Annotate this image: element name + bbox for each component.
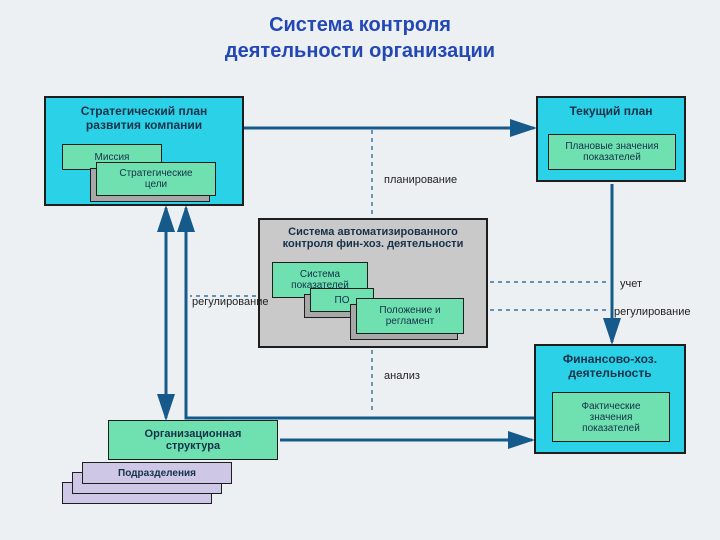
- edge-label-3: анализ: [384, 370, 420, 382]
- edge-label-0: планирование: [384, 174, 457, 186]
- org-box: Организационная структура: [108, 420, 278, 460]
- strategic-title: Стратегический план развития компании: [52, 104, 236, 132]
- current-title: Текущий план: [544, 104, 678, 118]
- org-sub: Подразделения: [82, 462, 232, 484]
- edge-label-2: регулирование: [614, 306, 690, 318]
- system-inner-2: Положение и регламент: [356, 298, 464, 334]
- title-line2: деятельности организации: [0, 40, 720, 63]
- current-inner-0: Плановые значения показателей: [548, 134, 676, 170]
- edge-label-4: регулирование: [192, 296, 268, 308]
- strategic-inner-1: Стратегические цели: [96, 162, 216, 196]
- title-line1: Система контроля: [0, 14, 720, 37]
- edge-label-1: учет: [620, 278, 642, 290]
- finance-title: Финансово-хоз. деятельность: [542, 352, 678, 380]
- finance-inner-0: Фактические значения показателей: [552, 392, 670, 442]
- system-title: Система автоматизированного контроля фин…: [266, 226, 480, 250]
